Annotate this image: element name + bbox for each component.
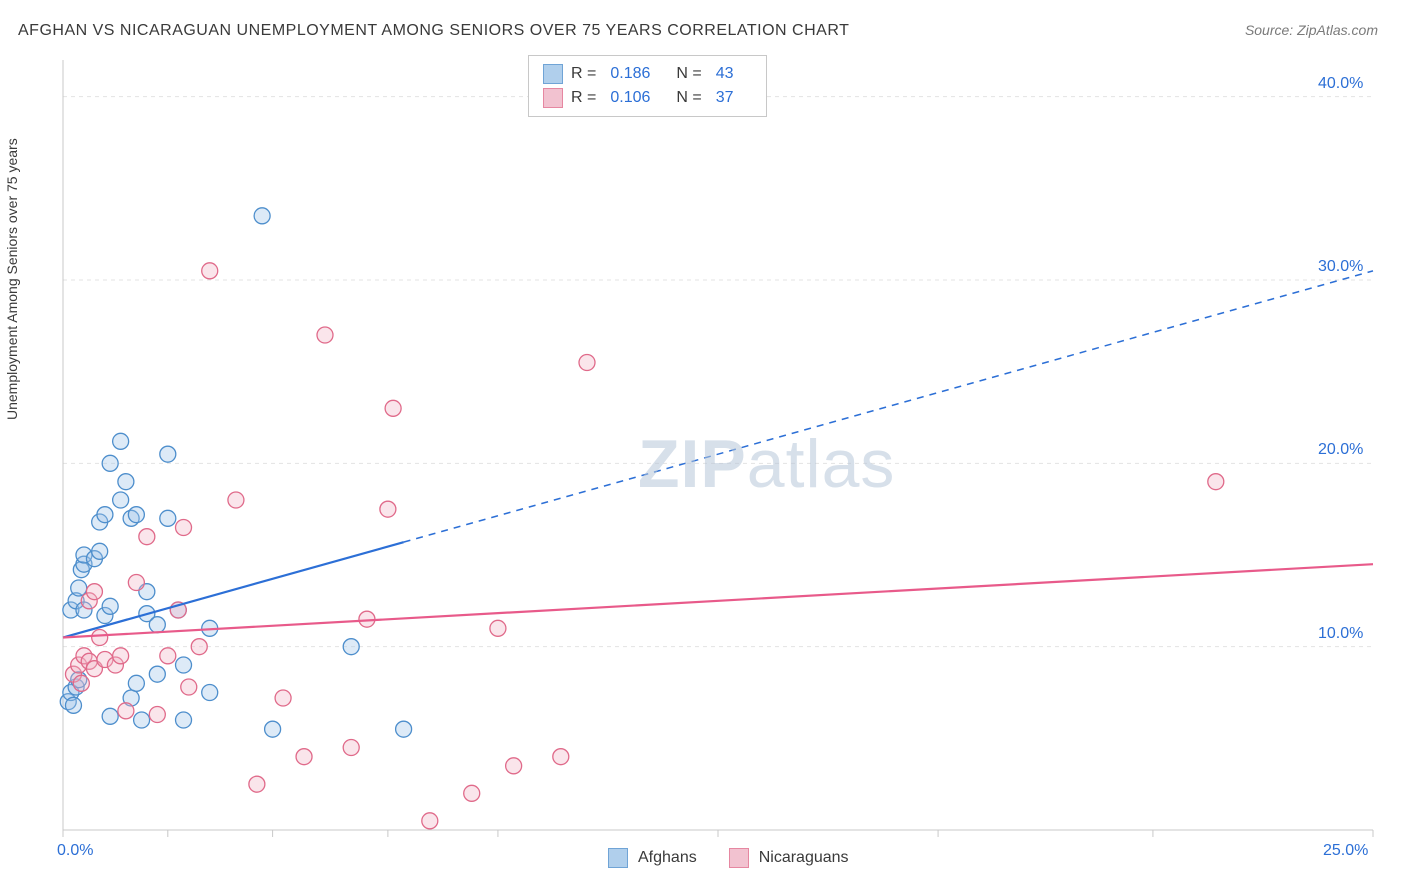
source-attribution: Source: ZipAtlas.com — [1245, 22, 1378, 38]
chart-area: ZIPatlas R =0.186N =43R =0.106N =37 Afgh… — [48, 55, 1378, 845]
axis-tick-label: 30.0% — [1318, 258, 1363, 276]
legend-correlation-row: R = 0.106 N = 37 — [543, 86, 752, 110]
r-value: 0.186 — [610, 65, 650, 83]
y-axis-label: Unemployment Among Seniors over 75 years — [4, 138, 20, 420]
legend-series-item: Nicaraguans — [729, 848, 849, 868]
chart-title: AFGHAN VS NICARAGUAN UNEMPLOYMENT AMONG … — [18, 22, 849, 40]
legend-swatch — [543, 88, 563, 108]
legend-series-item: Afghans — [608, 848, 697, 868]
axis-tick-label: 25.0% — [1323, 842, 1368, 860]
scatter-chart-svg — [48, 55, 1378, 845]
n-label: N = — [676, 65, 701, 83]
axis-tick-label: 20.0% — [1318, 441, 1363, 459]
legend-correlation-box: R = 0.186 N = 43 R = 0.106 N = 37 — [528, 55, 767, 117]
axis-tick-label: 10.0% — [1318, 625, 1363, 643]
legend-swatch — [543, 64, 563, 84]
legend-series-name: Afghans — [638, 849, 697, 867]
legend-correlation-row: R = 0.186 N = 43 — [543, 62, 752, 86]
axis-tick-label: 40.0% — [1318, 75, 1363, 93]
legend-series-name: Nicaraguans — [759, 849, 849, 867]
n-value: 37 — [716, 89, 734, 107]
r-value: 0.106 — [610, 89, 650, 107]
legend-series: Afghans Nicaraguans — [608, 848, 849, 868]
legend-swatch — [729, 848, 749, 868]
n-value: 43 — [716, 65, 734, 83]
axis-tick-label: 0.0% — [57, 842, 93, 860]
legend-swatch — [608, 848, 628, 868]
n-label: N = — [676, 89, 701, 107]
r-label: R = — [571, 89, 596, 107]
r-label: R = — [571, 65, 596, 83]
